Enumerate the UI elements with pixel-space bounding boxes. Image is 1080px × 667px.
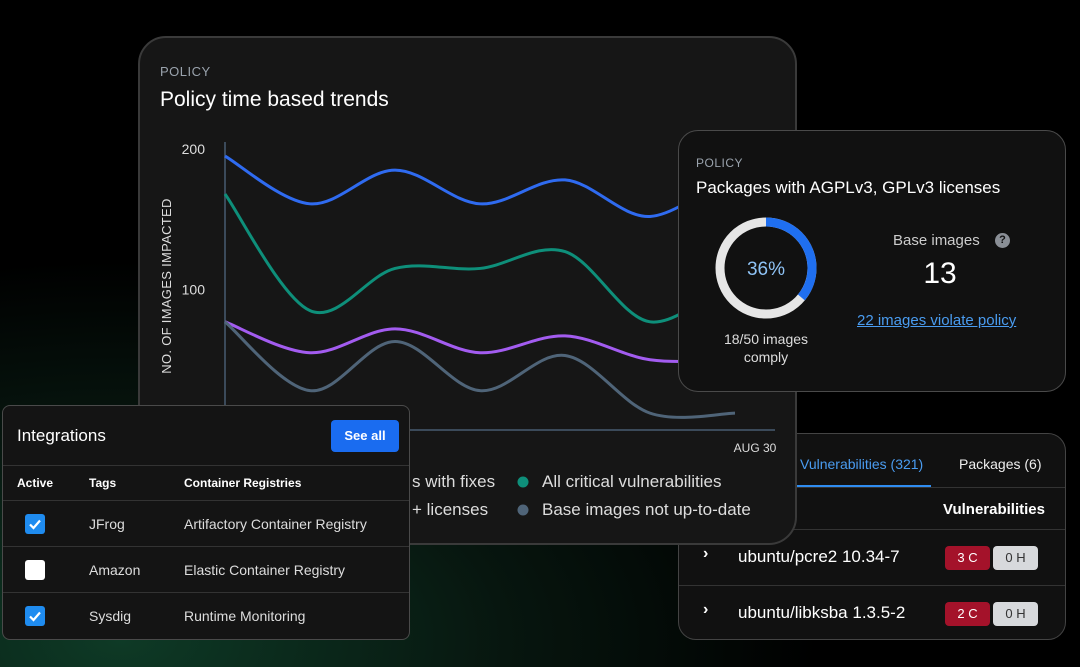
high-badge: 0 H (993, 602, 1038, 626)
expand-chevron[interactable]: › (703, 545, 709, 562)
check-icon (29, 611, 41, 622)
base-images-label: Base images (893, 232, 980, 249)
checkbox[interactable] (25, 606, 45, 626)
comply-caption: 18/50 images comply (723, 331, 809, 365)
critical-badge: 2 C (945, 602, 990, 626)
package-name: ubuntu/pcre2 10.34-7 (738, 547, 900, 566)
card-title: Integrations (17, 426, 106, 445)
checkbox[interactable] (25, 514, 45, 534)
policy-card: POLICY Packages with AGPLv3, GPLv3 licen… (678, 130, 1066, 392)
column-header: Tags (89, 476, 117, 490)
violate-link[interactable]: 22 images violate policy (857, 312, 1017, 329)
divider (3, 546, 409, 547)
tab-active[interactable]: Vulnerabilities (321) (800, 456, 924, 472)
help-icon[interactable]: ? (995, 233, 1010, 248)
critical-badge: 3 C (945, 546, 990, 570)
registry: Runtime Monitoring (184, 608, 306, 624)
divider (3, 465, 409, 466)
column-header: Container Registries (184, 476, 302, 490)
divider (679, 529, 1065, 530)
column-header: Vulnerabilities (943, 501, 1045, 518)
registry: Artifactory Container Registry (184, 516, 367, 532)
base-images-count: 13 (923, 257, 957, 290)
card-title: Packages with AGPLv3, GPLv3 licenses (696, 178, 1001, 197)
divider (679, 585, 1065, 586)
expand-chevron[interactable]: › (703, 601, 709, 618)
tag: JFrog (89, 516, 125, 532)
integrations-card: Integrations See all Active Tags Contain… (2, 405, 410, 640)
see-all-button[interactable]: See all (331, 420, 399, 452)
tag: Sysdig (89, 608, 132, 624)
column-header: Active (17, 476, 54, 490)
package-name: ubuntu/libksba 1.3.5-2 (738, 603, 906, 622)
divider (3, 500, 409, 501)
card-title: Policy time based trends (160, 88, 389, 111)
tag: Amazon (89, 562, 141, 578)
eyebrow: POLICY (696, 156, 744, 170)
check-icon (29, 519, 41, 530)
tab[interactable]: Packages (6) (959, 456, 1042, 472)
checkbox[interactable] (25, 560, 45, 580)
donut-value (715, 217, 817, 319)
tab-underline (789, 485, 931, 487)
high-badge: 0 H (993, 546, 1038, 570)
donut-label: 36% (747, 259, 785, 280)
eyebrow: POLICY (160, 64, 211, 79)
divider (679, 487, 1065, 488)
registry: Elastic Container Registry (184, 562, 346, 578)
donut: 36% (715, 217, 817, 319)
divider (3, 592, 409, 593)
